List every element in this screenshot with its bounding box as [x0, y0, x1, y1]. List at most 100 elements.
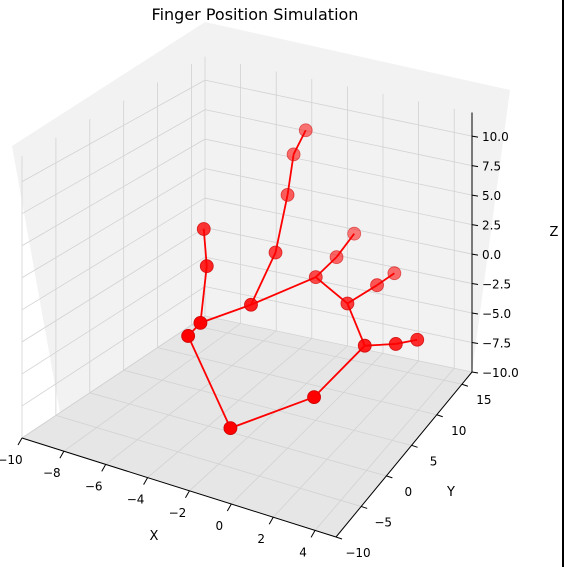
- floor-grid-y: [89, 392, 387, 477]
- finger-joint-point: [357, 338, 372, 353]
- wall-grid-z2: [204, 286, 473, 343]
- wall-grid-z: [21, 168, 206, 279]
- wall-grid-z: [21, 286, 206, 407]
- finger-joint-point: [298, 123, 313, 138]
- y-tick-label: 5: [430, 454, 438, 468]
- y-tick-label: 0: [405, 485, 413, 499]
- floor-grid-x: [231, 353, 384, 505]
- z-tick: [471, 342, 479, 345]
- finger-joint-point: [268, 245, 283, 260]
- back-pane-left: [12, 22, 205, 413]
- z-axis-label: Z: [550, 225, 559, 240]
- z-tick: [471, 165, 479, 168]
- finger-joint-point: [286, 147, 301, 162]
- wall-grid-z2: [204, 197, 473, 255]
- wall-grid-z: [21, 109, 206, 215]
- x-tick: [101, 464, 107, 472]
- floor-grid-y: [55, 415, 362, 507]
- y-tick-label: 15: [476, 393, 491, 407]
- floor-grid-x: [63, 323, 241, 452]
- wall-grid-z2: [204, 79, 473, 137]
- back-pane-right: [205, 22, 510, 372]
- y-tick: [436, 414, 443, 418]
- x-tick: [268, 516, 274, 525]
- wall-grid-z: [21, 79, 206, 182]
- window-edge: [562, 0, 564, 567]
- x-tick-label: 4: [299, 545, 307, 559]
- axes-panes: [12, 22, 510, 537]
- z-tick-label: −2.5: [482, 278, 511, 292]
- x-tick: [143, 477, 149, 485]
- floor-pane: [22, 316, 472, 537]
- finger-joint-point: [340, 296, 355, 311]
- x-tick: [226, 503, 232, 512]
- finger-bone: [230, 396, 315, 429]
- z-tick-label: 0.0: [482, 248, 501, 262]
- z-tick: [471, 135, 479, 138]
- wall-grid-z2: [204, 315, 473, 373]
- finger-bone: [346, 303, 366, 347]
- x-tick-label: 0: [216, 519, 224, 533]
- finger-joints: [181, 123, 425, 436]
- floor-grid-y: [123, 369, 412, 446]
- floor-grid-x: [272, 360, 419, 518]
- floor-grid-x: [105, 330, 277, 465]
- finger-joint-point: [308, 270, 323, 285]
- finger-bone: [250, 252, 277, 306]
- z-tick: [471, 371, 479, 374]
- finger-joint-point: [193, 315, 208, 330]
- y-tick-label: 10: [451, 424, 466, 438]
- z-tick-label: 7.5: [482, 160, 501, 174]
- finger-joint-point: [196, 222, 211, 236]
- x-tick: [59, 450, 65, 459]
- z-tick: [471, 224, 479, 227]
- y-tick: [335, 536, 343, 540]
- z-tick-label: 10.0: [482, 130, 509, 144]
- finger-joint-point: [388, 337, 403, 351]
- z-tick-label: −7.5: [482, 337, 511, 351]
- y-tick: [361, 505, 368, 509]
- wall-grid-z: [21, 197, 206, 311]
- wall-grid-z2: [204, 256, 473, 314]
- floor-grid-y: [157, 347, 437, 416]
- finger-bone: [250, 276, 317, 306]
- y-tick-label: −5: [374, 515, 392, 529]
- x-tick: [310, 530, 316, 538]
- wall-grid-z: [21, 256, 206, 375]
- floor-grid-x: [189, 345, 348, 492]
- finger-joint-point: [244, 297, 258, 312]
- wall-grid-z2: [204, 109, 473, 167]
- finger-joint-point: [307, 390, 321, 404]
- x-tick-label: −10: [0, 453, 23, 467]
- y-tick: [386, 475, 393, 479]
- z-tick-label: −10.0: [482, 366, 519, 380]
- floor-grid-x: [147, 338, 313, 478]
- finger-joint-point: [347, 226, 362, 241]
- z-tick-label: −5.0: [482, 307, 511, 321]
- z-tick: [471, 253, 479, 256]
- z-tick-label: 2.5: [482, 219, 501, 233]
- x-tick-label: −4: [127, 493, 145, 507]
- finger-joint-point: [199, 259, 214, 274]
- wall-grid-z2: [204, 168, 473, 225]
- wall-grid-z2: [204, 138, 473, 196]
- finger-bone: [187, 335, 232, 429]
- x-tick: [185, 490, 190, 499]
- finger-joint-point: [370, 278, 384, 293]
- y-tick: [461, 383, 469, 387]
- y-axis-line: [335, 371, 473, 538]
- y-tick: [411, 444, 418, 448]
- finger-joint-point: [387, 266, 402, 281]
- wall-grid-z: [21, 315, 206, 439]
- x-tick: [17, 437, 23, 446]
- x-tick-label: −2: [169, 506, 187, 520]
- x-tick-label: −6: [85, 479, 103, 493]
- wall-grid-z: [21, 227, 206, 343]
- z-tick: [471, 312, 479, 315]
- finger-joint-point: [223, 421, 238, 436]
- x-axis-label: X: [150, 529, 159, 544]
- z-tick: [471, 283, 479, 286]
- floor-grid-x: [314, 368, 455, 531]
- z-tick: [471, 194, 479, 197]
